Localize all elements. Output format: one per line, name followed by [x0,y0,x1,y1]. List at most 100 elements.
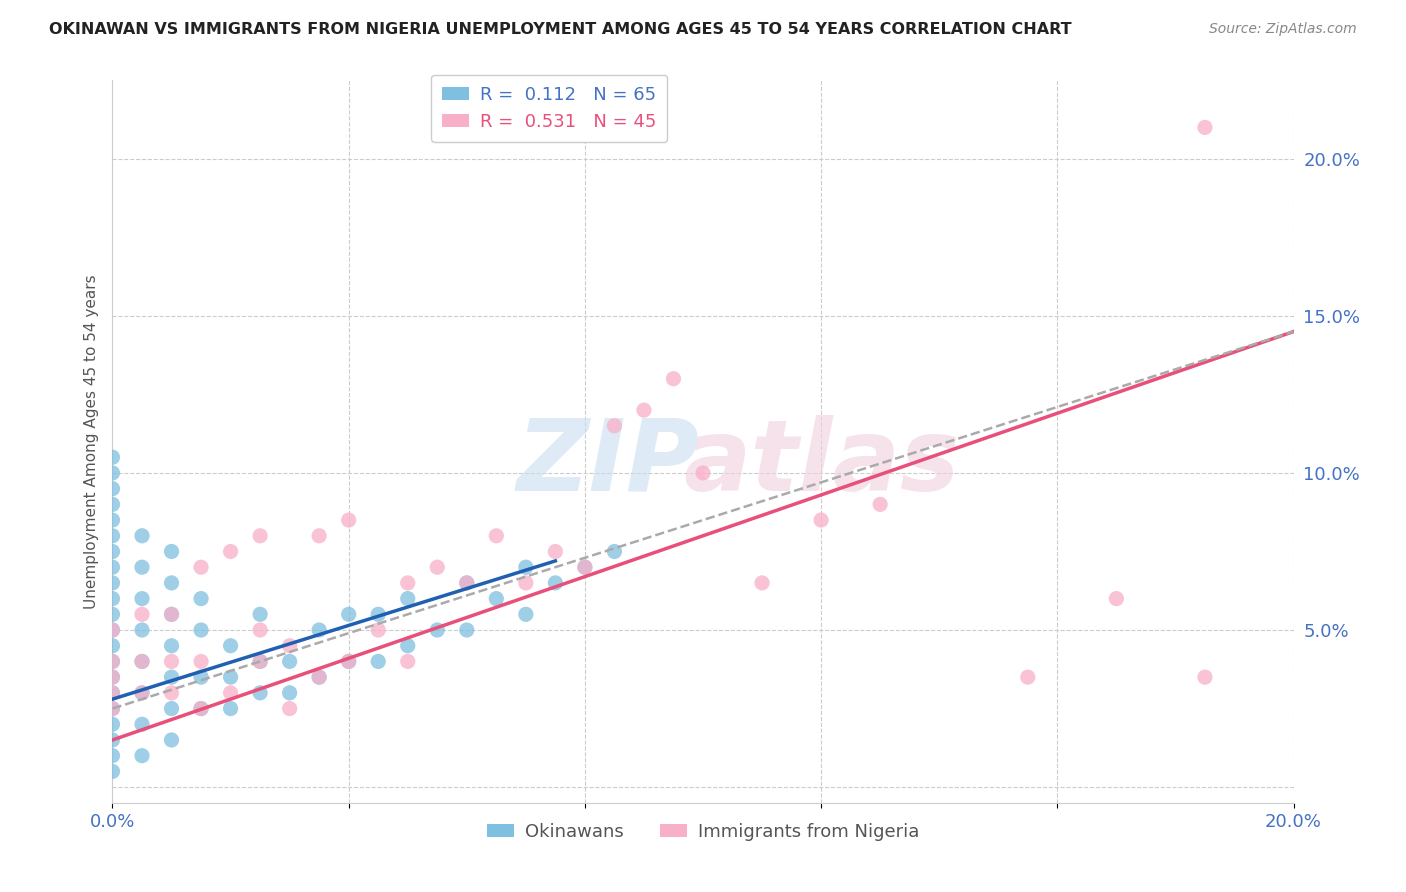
Point [101,733,124,747]
Point [101,591,124,606]
Point [278,701,301,715]
Point [278,639,301,653]
Point [101,497,124,511]
Point [396,639,419,653]
Point [574,560,596,574]
Point [456,623,478,637]
Point [219,686,242,700]
Point [190,623,212,637]
Point [396,591,419,606]
Point [131,607,153,622]
Legend: Okinawans, Immigrants from Nigeria: Okinawans, Immigrants from Nigeria [479,815,927,848]
Point [662,372,685,386]
Point [190,560,212,574]
Point [337,607,360,622]
Point [101,748,124,763]
Point [131,655,153,669]
Point [249,529,271,543]
Point [131,686,153,700]
Point [131,560,153,574]
Point [101,686,124,700]
Point [131,591,153,606]
Point [367,607,389,622]
Point [190,670,212,684]
Point [544,575,567,590]
Point [751,575,773,590]
Point [101,701,124,715]
Point [515,607,537,622]
Point [1194,670,1216,684]
Point [337,513,360,527]
Point [574,560,596,574]
Point [337,655,360,669]
Point [101,560,124,574]
Point [515,560,537,574]
Point [131,529,153,543]
Point [160,655,183,669]
Point [101,544,124,558]
Point [101,655,124,669]
Point [869,497,891,511]
Point [101,482,124,496]
Point [249,686,271,700]
Point [101,717,124,731]
Point [160,575,183,590]
Point [160,686,183,700]
Point [160,544,183,558]
Point [131,623,153,637]
Point [515,575,537,590]
Point [308,670,330,684]
Point [101,529,124,543]
Point [101,670,124,684]
Text: ZIP: ZIP [517,415,700,512]
Point [101,701,124,715]
Point [160,701,183,715]
Point [367,655,389,669]
Text: Source: ZipAtlas.com: Source: ZipAtlas.com [1209,22,1357,37]
Point [101,655,124,669]
Point [101,623,124,637]
Point [456,575,478,590]
Point [131,655,153,669]
Point [160,607,183,622]
Point [219,544,242,558]
Point [101,623,124,637]
Point [160,639,183,653]
Point [101,466,124,480]
Point [485,591,508,606]
Point [101,607,124,622]
Point [101,575,124,590]
Point [249,623,271,637]
Point [101,670,124,684]
Point [131,748,153,763]
Point [426,560,449,574]
Point [101,686,124,700]
Point [603,418,626,433]
Point [308,623,330,637]
Point [249,655,271,669]
Point [249,607,271,622]
Point [160,733,183,747]
Point [249,655,271,669]
Point [190,701,212,715]
Point [1017,670,1039,684]
Point [131,717,153,731]
Point [219,639,242,653]
Point [101,639,124,653]
Point [101,513,124,527]
Point [396,575,419,590]
Point [1105,591,1128,606]
Point [219,670,242,684]
Point [131,686,153,700]
Y-axis label: Unemployment Among Ages 45 to 54 years: Unemployment Among Ages 45 to 54 years [83,274,98,609]
Point [308,670,330,684]
Point [101,764,124,779]
Text: OKINAWAN VS IMMIGRANTS FROM NIGERIA UNEMPLOYMENT AMONG AGES 45 TO 54 YEARS CORRE: OKINAWAN VS IMMIGRANTS FROM NIGERIA UNEM… [49,22,1071,37]
Point [278,655,301,669]
Point [219,701,242,715]
Point [190,655,212,669]
Point [692,466,714,480]
Point [160,670,183,684]
Point [633,403,655,417]
Point [485,529,508,543]
